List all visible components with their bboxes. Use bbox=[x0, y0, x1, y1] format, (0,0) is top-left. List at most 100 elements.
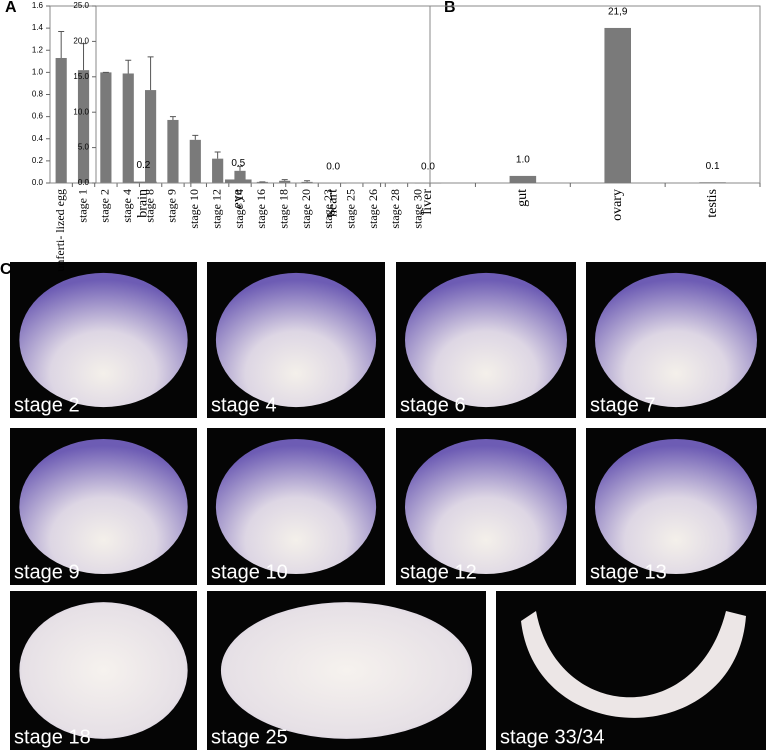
bar bbox=[212, 158, 224, 183]
embryo bbox=[521, 611, 746, 718]
y-tick-label: 20.0 bbox=[73, 37, 89, 46]
bar bbox=[130, 181, 157, 183]
error-bar bbox=[147, 56, 154, 91]
x-tick-label: stage 20 bbox=[299, 189, 313, 229]
photo-caption: stage 12 bbox=[400, 561, 477, 583]
embryo bbox=[405, 272, 567, 408]
photo-caption: stage 18 bbox=[14, 726, 91, 748]
value-label: 0.5 bbox=[231, 158, 245, 169]
photo-caption: stage 7 bbox=[590, 394, 656, 416]
y-tick-label: 1.2 bbox=[32, 45, 44, 54]
y-tick-label: 0.2 bbox=[32, 156, 44, 165]
x-tick-label: stage 18 bbox=[276, 189, 290, 229]
y-tick-label: 1.0 bbox=[32, 67, 44, 76]
embryo bbox=[215, 272, 377, 408]
y-tick-label: 0.4 bbox=[32, 134, 44, 143]
x-tick-label: heart bbox=[325, 189, 340, 217]
x-tick-label: gut bbox=[515, 189, 530, 207]
panel-label: A bbox=[5, 0, 17, 16]
embryo bbox=[215, 438, 377, 575]
error-bar bbox=[192, 134, 199, 140]
error-bar bbox=[237, 165, 243, 171]
x-tick-label: stage 23 bbox=[321, 189, 335, 229]
error-bar bbox=[80, 43, 87, 71]
bar bbox=[414, 183, 442, 184]
embryo bbox=[595, 272, 757, 408]
y-tick-label: 0.6 bbox=[32, 112, 44, 121]
bar bbox=[509, 175, 537, 183]
error-bar bbox=[281, 179, 288, 181]
embryo bbox=[220, 602, 473, 739]
bar bbox=[234, 170, 246, 183]
embryo bbox=[595, 438, 757, 575]
error-bar bbox=[214, 151, 221, 159]
x-tick-label: stage 16 bbox=[254, 189, 268, 229]
photo-caption: stage 25 bbox=[211, 726, 288, 748]
y-tick-label: 1.6 bbox=[32, 1, 44, 10]
value-label: 0.1 bbox=[706, 161, 720, 172]
photo-caption: stage 9 bbox=[14, 561, 80, 583]
error-bar bbox=[125, 59, 132, 74]
bar bbox=[225, 179, 252, 183]
y-tick-label: 10.0 bbox=[73, 107, 89, 116]
photo-panel: stage 2 stage 4 stage 6 stage 7 stage 9 stage… bbox=[10, 262, 766, 750]
value-label: 0.0 bbox=[326, 162, 340, 173]
photo-caption: stage 6 bbox=[400, 394, 466, 416]
error-bar bbox=[304, 180, 311, 182]
x-tick-label: stage 4 bbox=[120, 189, 134, 223]
panel-label: C bbox=[0, 261, 12, 278]
y-tick-label: 0.0 bbox=[32, 178, 44, 187]
bar bbox=[167, 119, 179, 183]
x-tick-label: testis bbox=[705, 189, 720, 218]
x-tick-label: unferti- lized egg bbox=[53, 189, 67, 272]
x-tick-label: liver bbox=[420, 189, 435, 215]
photo-caption: stage 4 bbox=[211, 394, 277, 416]
y-tick-label: 0.8 bbox=[32, 90, 44, 99]
x-tick-label: stage 28 bbox=[388, 189, 402, 229]
bar bbox=[189, 139, 201, 183]
y-tick-label: 5.0 bbox=[78, 143, 90, 152]
x-tick-label: stage 12 bbox=[209, 189, 223, 229]
value-label: 1.0 bbox=[516, 155, 530, 166]
x-tick-label: stage 26 bbox=[366, 189, 380, 229]
panel-label: B bbox=[444, 0, 456, 16]
bar bbox=[100, 72, 112, 183]
embryo bbox=[19, 438, 188, 575]
value-label: 0.0 bbox=[421, 162, 435, 173]
y-tick-label: 1.4 bbox=[32, 23, 44, 32]
y-tick-label: 15.0 bbox=[73, 72, 89, 81]
error-bar bbox=[58, 30, 65, 58]
x-tick-label: eye bbox=[231, 189, 246, 208]
bar bbox=[145, 90, 157, 183]
y-tick-label: 25.0 bbox=[73, 1, 89, 10]
embryo bbox=[405, 438, 567, 575]
x-tick-label: stage 10 bbox=[187, 189, 201, 229]
y-tick-label: 0.0 bbox=[78, 178, 90, 187]
photo-caption: stage 13 bbox=[590, 561, 667, 583]
bar bbox=[301, 181, 313, 183]
x-tick-label: stage 1 bbox=[75, 189, 89, 223]
x-tick-label: stage 30 bbox=[411, 189, 425, 229]
bar bbox=[319, 183, 347, 184]
bar bbox=[699, 182, 726, 183]
x-tick-label: stage 25 bbox=[344, 189, 358, 229]
bar bbox=[256, 181, 268, 183]
bar bbox=[55, 57, 67, 183]
x-tick-label: stage 2 bbox=[98, 189, 112, 223]
x-tick-label: stage 9 bbox=[165, 189, 179, 223]
bar bbox=[122, 73, 134, 183]
value-label: 0.2 bbox=[136, 160, 150, 171]
photo-caption: stage 2 bbox=[14, 394, 80, 416]
photo-caption: stage 33/34 bbox=[500, 726, 605, 748]
embryo bbox=[19, 272, 188, 408]
bar bbox=[604, 27, 631, 184]
photo-caption: stage 10 bbox=[211, 561, 288, 583]
x-tick-label: brain bbox=[136, 189, 151, 218]
embryo bbox=[19, 602, 188, 739]
x-tick-label: stage 14 bbox=[232, 189, 246, 229]
value-label: 21,9 bbox=[608, 7, 628, 18]
error-bar bbox=[169, 116, 176, 120]
bar bbox=[77, 70, 90, 183]
bar bbox=[279, 180, 291, 183]
